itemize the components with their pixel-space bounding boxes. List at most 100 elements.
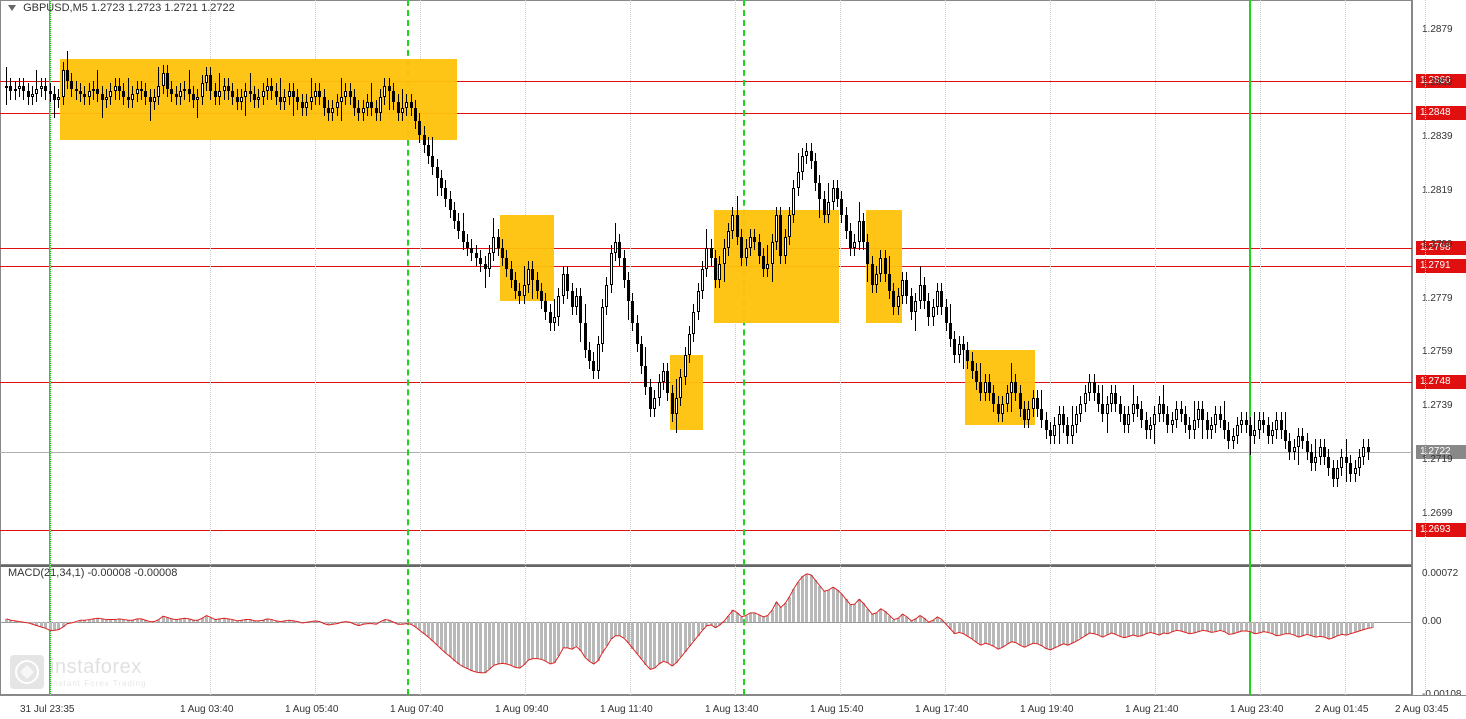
candle xyxy=(1354,460,1357,482)
candle xyxy=(1219,406,1222,428)
x-tick-label: 1 Aug 11:40 xyxy=(600,704,653,715)
candle xyxy=(370,83,373,115)
candle xyxy=(1110,385,1113,412)
candle xyxy=(183,81,186,100)
candle xyxy=(575,288,578,315)
ohlc-low: 1.2721 xyxy=(164,2,198,14)
candle xyxy=(1040,390,1043,428)
candle xyxy=(153,89,156,111)
candle xyxy=(83,86,86,105)
candle xyxy=(201,75,204,105)
candle xyxy=(1127,406,1130,433)
candle xyxy=(5,67,8,105)
candle xyxy=(14,81,17,100)
candle xyxy=(1214,406,1217,433)
candle xyxy=(1210,417,1213,439)
candle xyxy=(223,78,226,100)
candle xyxy=(1358,449,1361,476)
candle xyxy=(810,143,813,170)
macd-val2: -0.00008 xyxy=(134,567,177,579)
candle xyxy=(636,315,639,353)
candle xyxy=(1301,428,1304,450)
candle xyxy=(301,94,304,116)
candle xyxy=(392,83,395,110)
candle xyxy=(523,266,526,304)
candle xyxy=(440,170,443,197)
candle xyxy=(101,86,104,118)
candle xyxy=(714,250,717,288)
candle xyxy=(1145,412,1148,439)
candle xyxy=(662,363,665,390)
candle xyxy=(1166,406,1169,433)
price-label: 1.2693 xyxy=(1416,523,1466,537)
candle xyxy=(936,283,939,315)
candle xyxy=(923,277,926,309)
candle xyxy=(688,326,691,364)
candle xyxy=(1349,455,1352,482)
macd-y-tick-label: 0.00072 xyxy=(1416,568,1466,579)
candle xyxy=(1014,374,1017,401)
candle xyxy=(492,218,495,261)
macd-title: MACD(21,34,1) -0.00008 -0.00008 xyxy=(8,567,177,579)
candle xyxy=(1201,401,1204,439)
candle xyxy=(305,94,308,116)
candle xyxy=(423,126,426,153)
candle xyxy=(827,183,830,223)
candle xyxy=(144,83,147,105)
candle xyxy=(897,288,900,315)
candle xyxy=(127,78,130,108)
candle xyxy=(858,202,861,250)
watermark-icon xyxy=(10,655,44,689)
candle xyxy=(771,234,774,282)
candle xyxy=(1327,449,1330,476)
candle xyxy=(344,83,347,105)
candle xyxy=(66,51,69,89)
candle xyxy=(753,229,756,251)
candle xyxy=(366,94,369,116)
candle xyxy=(953,331,956,363)
candle xyxy=(249,73,252,103)
candle xyxy=(818,175,821,218)
candle xyxy=(383,78,386,105)
candle xyxy=(397,94,400,121)
candle xyxy=(1093,374,1096,401)
price-label: 1.2791 xyxy=(1416,259,1466,273)
candle xyxy=(475,245,478,267)
candle xyxy=(749,229,752,256)
candle xyxy=(966,342,969,369)
candle xyxy=(853,234,856,256)
candle xyxy=(1119,396,1122,423)
candle xyxy=(544,293,547,320)
price-label: 1.2748 xyxy=(1416,375,1466,389)
macd-layer xyxy=(0,565,1412,695)
x-tick-label: 1 Aug 13:40 xyxy=(705,704,758,715)
candle xyxy=(588,342,591,369)
candle xyxy=(296,89,299,111)
candle xyxy=(692,304,695,342)
candle xyxy=(1310,444,1313,471)
candle xyxy=(879,250,882,282)
candle xyxy=(1079,396,1082,423)
candle xyxy=(310,78,313,110)
candle xyxy=(449,191,452,218)
x-tick-label: 1 Aug 07:40 xyxy=(390,704,443,715)
candle xyxy=(992,385,995,412)
candle xyxy=(1345,439,1348,482)
candle xyxy=(262,83,265,105)
candle xyxy=(62,62,65,105)
candle xyxy=(597,336,600,379)
candle xyxy=(470,239,473,261)
dropdown-icon[interactable] xyxy=(8,5,16,11)
candle xyxy=(919,266,922,309)
candle xyxy=(453,202,456,229)
candle xyxy=(727,223,730,255)
y-tick-label: 1.2819 xyxy=(1416,185,1466,196)
candle xyxy=(745,239,748,266)
candle xyxy=(649,379,652,417)
candle xyxy=(1140,401,1143,428)
candle xyxy=(27,83,30,105)
candle xyxy=(1271,422,1274,444)
candle xyxy=(849,223,852,255)
candle xyxy=(196,89,199,119)
candle xyxy=(1019,385,1022,417)
